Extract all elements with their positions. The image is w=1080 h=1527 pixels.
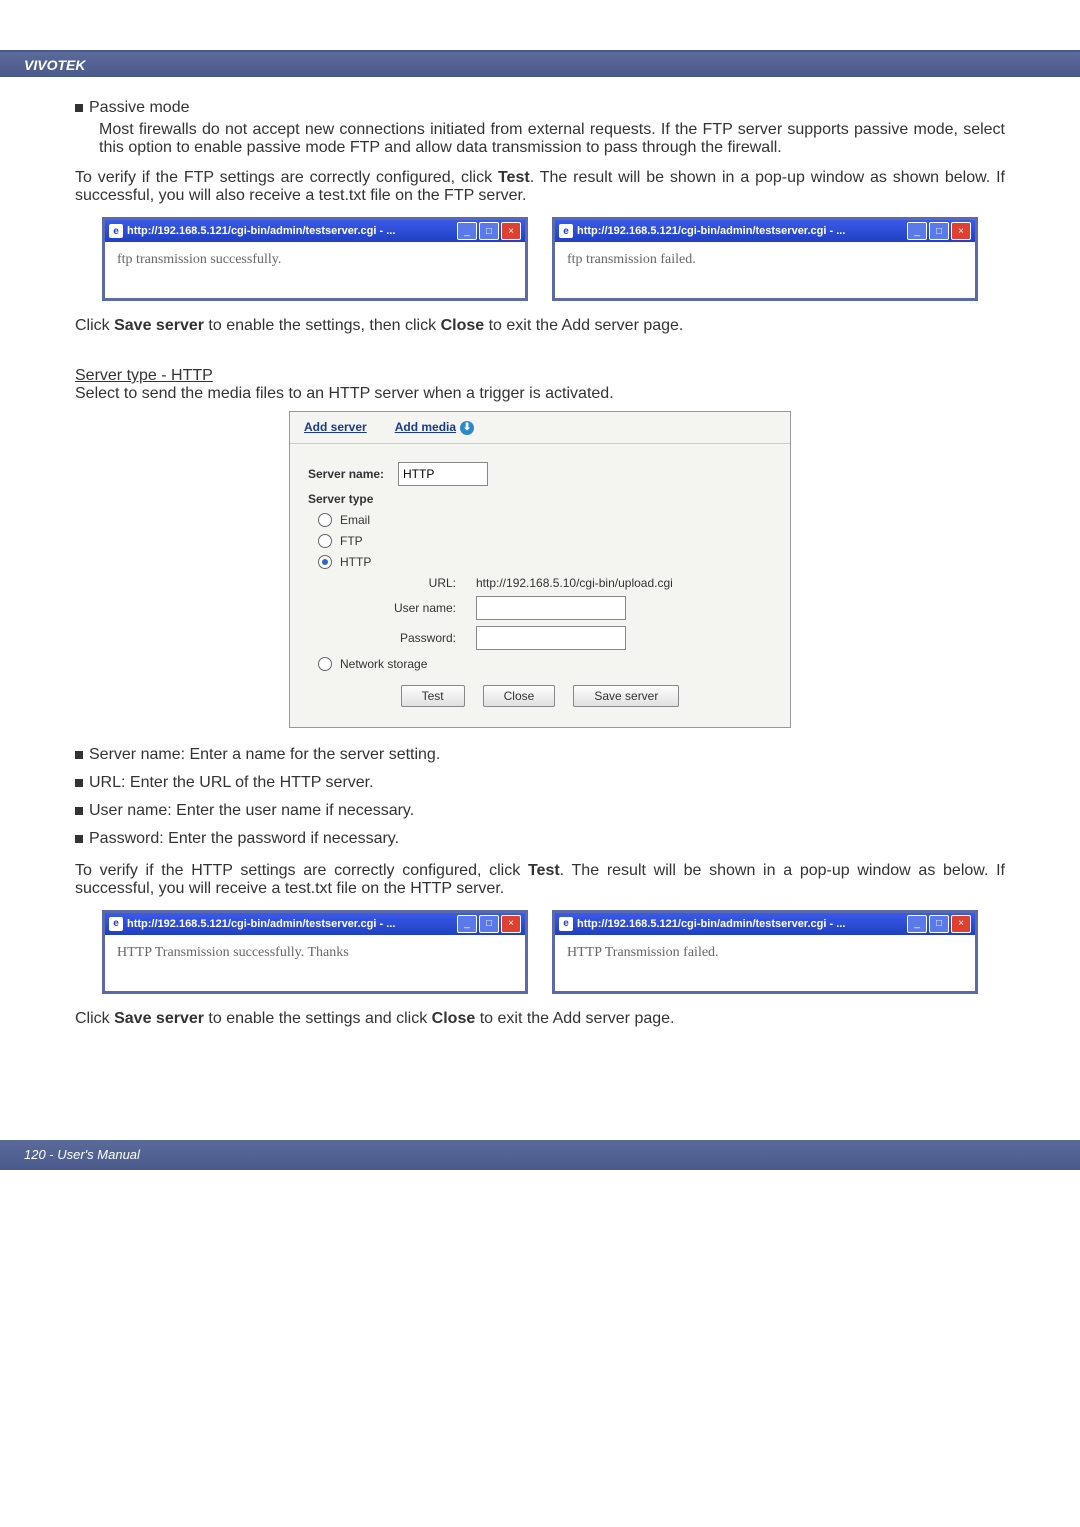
- add-server-dialog: Add server Add media⬇ Server name: Serve…: [289, 411, 791, 728]
- maximize-button[interactable]: □: [479, 222, 499, 240]
- popup-title: http://192.168.5.121/cgi-bin/admin/tests…: [127, 225, 457, 237]
- url-value: http://192.168.5.10/cgi-bin/upload.cgi: [476, 576, 673, 590]
- popup-body: HTTP Transmission failed.: [555, 935, 975, 991]
- minimize-button[interactable]: _: [907, 915, 927, 933]
- ie-icon: e: [109, 224, 123, 238]
- brand-text: VIVOTEK: [24, 57, 85, 73]
- ftp-verify-text: To verify if the FTP settings are correc…: [75, 169, 1005, 205]
- popup-title: http://192.168.5.121/cgi-bin/admin/tests…: [577, 918, 907, 930]
- bullet-server-name: Server name: Enter a name for the server…: [75, 746, 1005, 764]
- passive-mode-heading: Passive mode: [75, 99, 1005, 117]
- password-input[interactable]: [476, 626, 626, 650]
- bullet-password: Password: Enter the password if necessar…: [75, 830, 1005, 848]
- popup-body: HTTP Transmission successfully. Thanks: [105, 935, 525, 991]
- radio-http[interactable]: HTTP: [318, 555, 772, 569]
- maximize-button[interactable]: □: [929, 915, 949, 933]
- bullet-url: URL: Enter the URL of the HTTP server.: [75, 774, 1005, 792]
- save-server-button[interactable]: Save server: [573, 685, 679, 707]
- brand-header: VIVOTEK: [0, 52, 1080, 77]
- popup-titlebar: e http://192.168.5.121/cgi-bin/admin/tes…: [105, 913, 525, 935]
- server-type-label: Server type: [308, 492, 398, 506]
- close-button[interactable]: ×: [951, 915, 971, 933]
- tab-add-media[interactable]: Add media⬇: [381, 412, 488, 443]
- bullet-username: User name: Enter the user name if necess…: [75, 802, 1005, 820]
- info-icon: ⬇: [460, 421, 474, 435]
- ftp-fail-popup: e http://192.168.5.121/cgi-bin/admin/tes…: [552, 217, 978, 301]
- ftp-success-popup: e http://192.168.5.121/cgi-bin/admin/tes…: [102, 217, 528, 301]
- username-label: User name:: [346, 601, 476, 615]
- save-server-line-2: Click Save server to enable the settings…: [75, 1010, 1005, 1028]
- radio-email[interactable]: Email: [318, 513, 772, 527]
- popup-titlebar: e http://192.168.5.121/cgi-bin/admin/tes…: [555, 913, 975, 935]
- minimize-button[interactable]: _: [907, 222, 927, 240]
- close-button[interactable]: ×: [951, 222, 971, 240]
- server-name-label: Server name:: [308, 467, 398, 481]
- close-button[interactable]: ×: [501, 222, 521, 240]
- popup-titlebar: e http://192.168.5.121/cgi-bin/admin/tes…: [555, 220, 975, 242]
- radio-ftp[interactable]: FTP: [318, 534, 772, 548]
- passive-mode-desc: Most firewalls do not accept new connect…: [99, 121, 1005, 157]
- page-footer: 120 - User's Manual: [0, 1140, 1080, 1170]
- ie-icon: e: [109, 917, 123, 931]
- popup-body: ftp transmission failed.: [555, 242, 975, 298]
- http-success-popup: e http://192.168.5.121/cgi-bin/admin/tes…: [102, 910, 528, 994]
- maximize-button[interactable]: □: [929, 222, 949, 240]
- http-fail-popup: e http://192.168.5.121/cgi-bin/admin/tes…: [552, 910, 978, 994]
- minimize-button[interactable]: _: [457, 222, 477, 240]
- test-button[interactable]: Test: [401, 685, 465, 707]
- save-server-line: Click Save server to enable the settings…: [75, 317, 1005, 335]
- popup-title: http://192.168.5.121/cgi-bin/admin/tests…: [577, 225, 907, 237]
- http-verify-text: To verify if the HTTP settings are corre…: [75, 862, 1005, 898]
- url-label: URL:: [346, 576, 476, 590]
- maximize-button[interactable]: □: [479, 915, 499, 933]
- radio-network-storage[interactable]: Network storage: [318, 657, 772, 671]
- close-button[interactable]: Close: [483, 685, 556, 707]
- username-input[interactable]: [476, 596, 626, 620]
- close-button[interactable]: ×: [501, 915, 521, 933]
- minimize-button[interactable]: _: [457, 915, 477, 933]
- popup-titlebar: e http://192.168.5.121/cgi-bin/admin/tes…: [105, 220, 525, 242]
- password-label: Password:: [346, 631, 476, 645]
- popup-body: ftp transmission successfully.: [105, 242, 525, 298]
- ie-icon: e: [559, 224, 573, 238]
- server-name-input[interactable]: [398, 462, 488, 486]
- ie-icon: e: [559, 917, 573, 931]
- tab-add-server[interactable]: Add server: [290, 412, 381, 443]
- http-section-heading: Server type - HTTP: [75, 367, 1005, 385]
- http-section-desc: Select to send the media files to an HTT…: [75, 385, 1005, 403]
- popup-title: http://192.168.5.121/cgi-bin/admin/tests…: [127, 918, 457, 930]
